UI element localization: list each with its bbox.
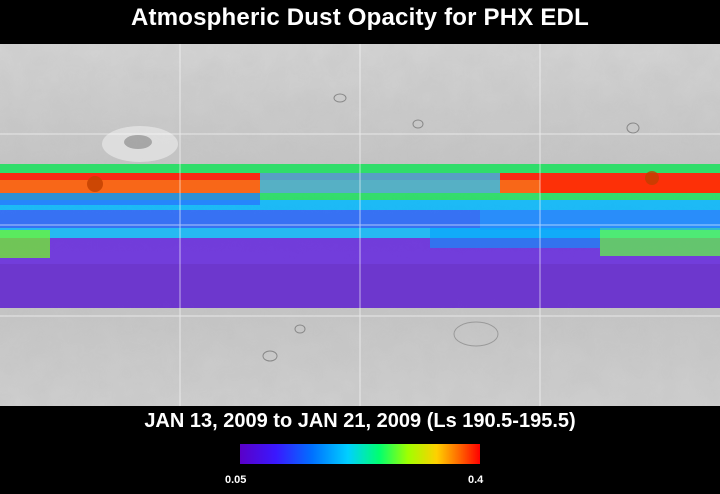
colorbar xyxy=(240,444,480,464)
crater-feature xyxy=(333,93,347,103)
olympus-mons-feature xyxy=(102,126,178,162)
band-patch-cyan-mid xyxy=(430,228,600,248)
colorbar-max-label: 0.4 xyxy=(468,474,484,486)
colorbar-min-label: 0.05 xyxy=(225,474,247,486)
band-patch-cyan-east xyxy=(260,173,500,193)
band-patch-blue-east xyxy=(480,210,720,230)
date-range: JAN 13, 2009 to JAN 21, 2009 (Ls 190.5-1… xyxy=(144,410,576,432)
crater-feature xyxy=(412,119,424,129)
volcano-feature xyxy=(645,171,659,185)
crater-feature xyxy=(626,122,640,134)
crater-feature xyxy=(453,321,499,347)
crater-feature xyxy=(262,350,278,362)
band-patch-blue-west xyxy=(0,193,260,205)
map-grid xyxy=(0,44,720,406)
crater-feature xyxy=(294,324,306,334)
volcano-feature xyxy=(87,176,103,192)
band-patch-red-east xyxy=(540,180,720,193)
band-patch-green-west xyxy=(0,230,50,258)
dust-opacity-map xyxy=(0,44,720,406)
map-title: Atmospheric Dust Opacity for PHX EDL xyxy=(131,4,589,31)
band-patch-green-east xyxy=(600,228,720,256)
